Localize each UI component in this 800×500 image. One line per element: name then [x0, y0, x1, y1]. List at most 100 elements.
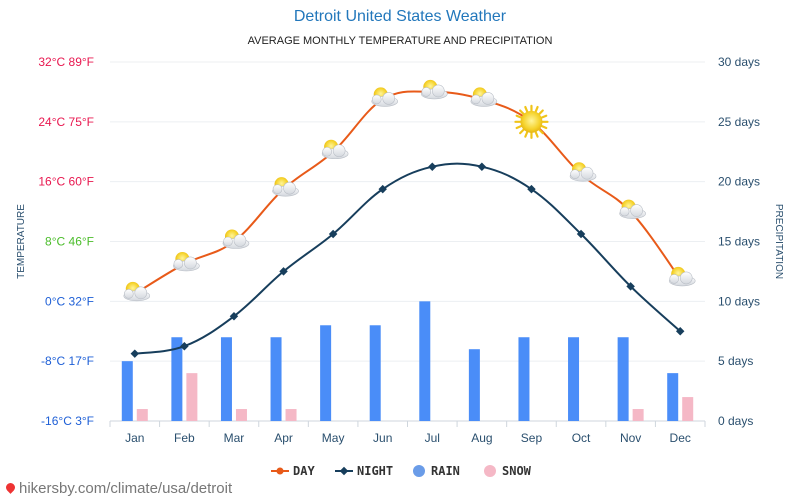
x-tick-label: Jul [425, 431, 440, 445]
rain-bar [667, 373, 679, 421]
cloud-puff [223, 236, 233, 247]
cloud-puff [322, 146, 332, 157]
rain-bar [320, 325, 332, 421]
y-left-tick-label: 24°C 75°F [38, 115, 94, 129]
y-right-tick-label: 5 days [718, 354, 753, 368]
partly-cloudy-icon [123, 281, 151, 302]
cloud-puff [481, 92, 495, 105]
cloud-puff [619, 206, 630, 217]
map-pin-icon [4, 481, 17, 494]
cloud-puff [382, 92, 396, 105]
cloud-puff [184, 256, 197, 270]
night-point [229, 312, 239, 321]
rain-bar [419, 301, 431, 421]
y-left-tick-label: 0°C 32°F [45, 294, 94, 308]
y-right-tick-label: 30 days [718, 55, 760, 69]
legend-item-day: DAY [271, 464, 315, 478]
cloud-puff [471, 94, 481, 105]
sun-ray [534, 130, 539, 138]
cloud-puff [431, 84, 445, 98]
y-right-tick-label: 20 days [718, 175, 760, 189]
legend-label: NIGHT [357, 464, 393, 478]
rain-bar [568, 337, 580, 421]
legend-label: DAY [293, 464, 315, 478]
x-tick-label: Aug [471, 431, 492, 445]
snow-bar [682, 397, 694, 421]
legend-marker [276, 467, 284, 475]
cloud-puff [272, 184, 283, 194]
rain-bar [121, 361, 133, 421]
sun-ray [524, 105, 529, 113]
partly-cloudy-icon [668, 266, 696, 287]
legend-marker [339, 466, 349, 476]
cloud-puff [371, 94, 382, 105]
sun-ray [519, 128, 525, 135]
partly-cloudy-icon [222, 229, 250, 249]
source-text: hikersby.com/climate/usa/detroit [19, 480, 233, 497]
snow-bar [235, 409, 247, 421]
cloud-puff [421, 87, 432, 97]
night-point [130, 349, 140, 358]
chart-title: Detroit United States Weather [293, 8, 507, 25]
partly-cloudy-icon [321, 139, 349, 160]
rain-bar [220, 337, 232, 421]
chart-subtitle: AVERAGE MONTHLY TEMPERATURE AND PRECIPIT… [247, 35, 553, 47]
cloud-puff [570, 169, 580, 179]
partly-cloudy-icon [470, 87, 498, 107]
cloud-puff [630, 204, 643, 217]
cloud-puff [669, 274, 680, 284]
partly-cloudy-icon [272, 177, 299, 197]
source-link[interactable]: hikersby.com/climate/usa/detroit [4, 480, 233, 497]
y-left-tick-label: 16°C 60°F [38, 175, 94, 189]
snow-bar [186, 373, 198, 421]
legend-item-night: NIGHT [335, 464, 393, 478]
x-tick-label: Jan [125, 431, 144, 445]
cloud-puff [332, 144, 346, 158]
partly-cloudy-icon [173, 251, 200, 272]
sun-ray [534, 105, 539, 113]
cloud-puff [679, 271, 693, 285]
snow-bar [632, 409, 644, 421]
y-right-axis-title: PRECIPITATION [773, 204, 784, 279]
legend-label: SNOW [502, 464, 532, 478]
sun-icon [514, 104, 549, 139]
y-left-tick-label: -16°C 3°F [41, 414, 94, 428]
sun-ray [540, 124, 548, 130]
sun-disc [520, 110, 543, 133]
x-tick-label: Nov [620, 431, 641, 445]
rain-bar [617, 337, 629, 421]
y-right-tick-label: 15 days [718, 235, 760, 249]
x-tick-label: Oct [572, 431, 591, 445]
y-right-tick-label: 10 days [718, 294, 760, 308]
cloud-puff [173, 259, 184, 269]
snow-bar [136, 409, 148, 421]
night-point [626, 282, 635, 291]
x-tick-label: Sep [521, 431, 543, 445]
partly-cloudy-icon [569, 162, 597, 182]
cloud-puff [283, 181, 296, 195]
night-temperature-line [134, 162, 681, 355]
cloud-puff [123, 289, 134, 299]
partly-cloudy-icon [619, 199, 646, 219]
rain-bar [369, 325, 381, 421]
night-point [675, 327, 685, 336]
rain-bar [518, 337, 530, 421]
x-tick-label: Feb [174, 431, 195, 445]
y-right-tick-label: 25 days [718, 115, 760, 129]
night-point [180, 341, 189, 351]
night-point [279, 267, 288, 276]
cloud-puff [134, 286, 148, 300]
rain-bar [468, 349, 480, 421]
legend-marker [413, 465, 425, 477]
sun-ray [515, 114, 523, 119]
cloud-puff [580, 166, 594, 180]
y-left-tick-label: -8°C 17°F [41, 354, 94, 368]
night-point [378, 184, 387, 194]
night-point [428, 162, 437, 171]
snow-bar [285, 409, 297, 421]
sun-ray [519, 109, 525, 116]
x-tick-label: Jun [373, 431, 392, 445]
partly-cloudy-icon [420, 79, 448, 100]
legend-marker [484, 465, 496, 477]
x-tick-label: Apr [274, 431, 293, 445]
